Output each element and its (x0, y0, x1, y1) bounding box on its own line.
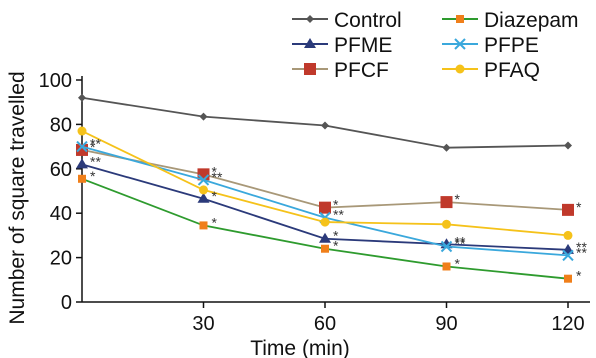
y-tick-label: 80 (50, 114, 72, 136)
significance-mark: ** (212, 169, 223, 185)
data-point (78, 93, 86, 102)
legend-marker (454, 38, 466, 50)
legend-label: PFAQ (484, 59, 540, 82)
significance-mark: ** (90, 136, 101, 152)
legend-label: PFME (334, 34, 392, 57)
significance-mark: ** (333, 207, 344, 223)
series-layer (76, 93, 574, 283)
series-pfaq (77, 126, 573, 240)
series-line (81, 149, 569, 211)
legend-label: PFCF (334, 59, 389, 82)
data-point (321, 121, 329, 130)
series-diazepam (78, 174, 572, 283)
data-point (562, 203, 574, 216)
significance-mark: * (576, 268, 582, 284)
legend-marker (304, 63, 316, 75)
y-tick-label: 100 (39, 70, 72, 92)
data-point (199, 112, 208, 121)
legend-marker (455, 64, 465, 74)
significance-layer: **** ** ***** * **************** (90, 136, 587, 284)
legend-item-diazepam: Diazepam (442, 9, 579, 32)
legend-marker (456, 15, 464, 23)
significance-mark: * (212, 188, 218, 204)
significance-mark: ** (455, 236, 466, 252)
significance-mark: * (212, 214, 218, 230)
data-point (197, 174, 210, 186)
significance-mark: * (455, 191, 461, 207)
legend-marker (304, 38, 316, 48)
data-point (564, 274, 572, 283)
significance-mark: ** (576, 244, 587, 260)
data-point (564, 141, 572, 150)
significance-mark: * (212, 163, 218, 179)
data-point (199, 221, 208, 230)
significance-mark: ** (90, 153, 101, 169)
data-point (76, 158, 88, 169)
data-point (440, 240, 453, 253)
legend-label: Diazepam (484, 9, 579, 32)
data-point (77, 126, 87, 136)
significance-mark: * (576, 199, 582, 215)
data-point (442, 143, 451, 152)
data-point (442, 219, 451, 229)
x-tick-label: 120 (551, 313, 584, 335)
x-tick-label: 60 (314, 313, 336, 335)
data-point (321, 244, 329, 253)
legend-item-pfme: PFME (292, 34, 392, 57)
series-pfcf (76, 143, 574, 216)
legend-item-pfaq: PFAQ (442, 59, 540, 82)
data-point (320, 217, 330, 227)
y-tick-label: 60 (50, 159, 72, 181)
data-point (199, 185, 208, 195)
legend-label: PFPE (484, 34, 539, 57)
series-control (78, 93, 572, 152)
x-tick-label: 30 (192, 313, 214, 335)
data-point (78, 174, 86, 183)
data-point (76, 140, 88, 153)
y-tick-label: 40 (50, 203, 72, 225)
y-tick-label: 0 (61, 292, 72, 314)
significance-mark: ** (576, 239, 587, 255)
significance-mark: * (90, 139, 96, 155)
data-point (440, 196, 453, 209)
data-point (197, 192, 210, 203)
legend-item-pfpe: PFPE (442, 34, 539, 57)
data-point (563, 230, 573, 240)
legend-item-control: Control (292, 9, 402, 32)
legend-label: Control (334, 9, 402, 32)
significance-mark: * (333, 197, 339, 213)
significance-mark: ** (455, 233, 466, 249)
y-axis-label: Number of square travelled (6, 71, 29, 324)
legend-marker (306, 15, 314, 23)
legend-item-pfcf: PFCF (292, 59, 389, 82)
significance-mark: * (333, 228, 339, 244)
x-axis-label: Time (min) (250, 337, 350, 358)
y-tick-label: 20 (50, 248, 72, 270)
data-point (319, 232, 331, 243)
data-point (442, 262, 451, 271)
significance-mark: * (333, 238, 339, 254)
axes: 0 20 40 60 80 100 30 60 90 120 (39, 70, 590, 335)
data-point (319, 201, 331, 214)
significance-mark: * (90, 168, 96, 184)
significance-mark: * (455, 255, 461, 271)
x-tick-label: 90 (435, 313, 457, 335)
data-point (562, 249, 574, 262)
